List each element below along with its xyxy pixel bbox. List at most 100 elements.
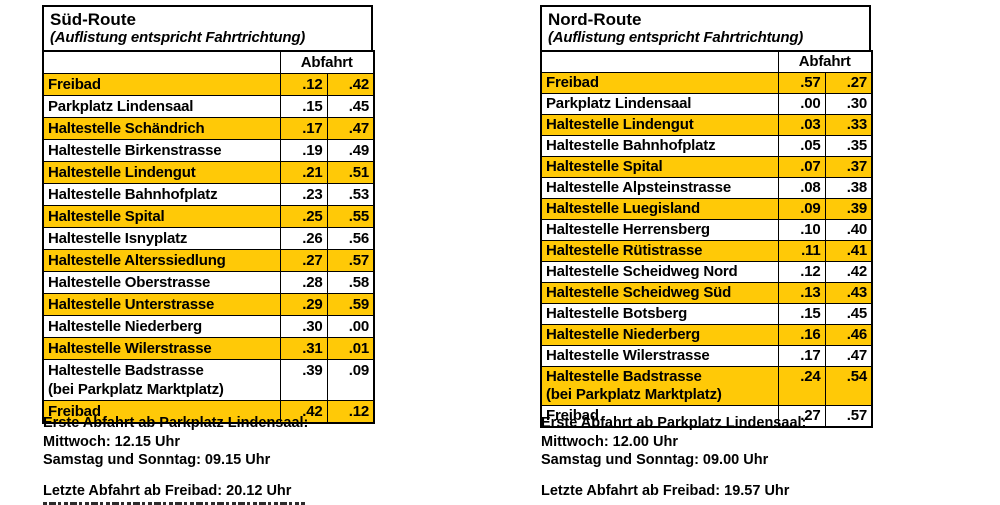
time-cell-1: .07 <box>777 156 826 178</box>
stop-name-cell: Freibad <box>42 400 281 424</box>
stop-name-cell: Haltestelle Scheidweg Süd <box>540 282 779 304</box>
stop-name-cell: Freibad <box>540 405 779 428</box>
time-cell-2: .49 <box>326 139 375 162</box>
stop-name-cell: Freibad <box>540 72 779 94</box>
route-subtitle: (Auflistung entspricht Fahrtrichtung) <box>50 29 306 46</box>
time-cell-1: .00 <box>777 93 826 115</box>
stop-name-cell: Haltestelle Alpsteinstrasse <box>540 177 779 199</box>
table-row: Freibad .42 .12 <box>42 400 375 424</box>
route-title: Nord-Route <box>548 10 642 29</box>
time-cell-2: .35 <box>824 135 873 157</box>
table-row: Freibad .57 .27 <box>540 72 873 94</box>
time-cell-1: .13 <box>777 282 826 304</box>
time-cell-2: .58 <box>326 271 375 294</box>
time-cell-2: .47 <box>824 345 873 367</box>
table-row: Haltestelle Herrensberg .10 .40 <box>540 219 873 241</box>
weekend-note: Samstag und Sonntag: 09.15 Uhr <box>43 452 271 468</box>
stop-name-cell: Haltestelle Alterssiedlung <box>42 249 281 272</box>
time-cell-2: .46 <box>824 324 873 346</box>
stop-name-cell: Haltestelle Oberstrasse <box>42 271 281 294</box>
time-cell-2: .51 <box>326 161 375 184</box>
time-cell-1: .25 <box>279 205 328 228</box>
table-row: Haltestelle Bahnhofplatz .05 .35 <box>540 135 873 157</box>
time-cell-2: .57 <box>326 249 375 272</box>
stop-name-cell: Haltestelle Isnyplatz <box>42 227 281 250</box>
time-cell-2: .55 <box>326 205 375 228</box>
stop-name-cell: Haltestelle Spital <box>540 156 779 178</box>
stop-name-cell: Haltestelle Herrensberg <box>540 219 779 241</box>
time-cell-1: .27 <box>279 249 328 272</box>
time-cell-1: .08 <box>777 177 826 199</box>
table-row: Haltestelle Alpsteinstrasse .08 .38 <box>540 177 873 199</box>
time-cell-2: .38 <box>824 177 873 199</box>
table-row: Haltestelle Lindengut .21 .51 <box>42 161 375 184</box>
time-cell-2: .56 <box>326 227 375 250</box>
table-row: Haltestelle Oberstrasse .28 .58 <box>42 271 375 294</box>
time-cell-2: .42 <box>824 261 873 283</box>
time-cell-2: .47 <box>326 117 375 140</box>
time-cell-1: .12 <box>279 73 328 96</box>
nord-route-timetable: Nord-Route (Auflistung entspricht Fahrtr… <box>540 5 873 499</box>
time-cell-1: .11 <box>777 240 826 262</box>
last-departure-note: Letzte Abfahrt ab Freibad: 20.12 Uhr <box>43 482 292 499</box>
table-row: Haltestelle Luegisland .09 .39 <box>540 198 873 220</box>
table-row: Haltestelle Lindengut .03 .33 <box>540 114 873 136</box>
stop-name-cell: Haltestelle Scheidweg Nord <box>540 261 779 283</box>
table-row: Haltestelle Scheidweg Nord .12 .42 <box>540 261 873 283</box>
time-cell-2: .00 <box>326 315 375 338</box>
time-cell-1: .39 <box>279 359 328 401</box>
wednesday-note: Mittwoch: 12.15 Uhr <box>43 433 180 450</box>
time-cell-1: .12 <box>777 261 826 283</box>
time-cell-1: .17 <box>777 345 826 367</box>
table-row: Haltestelle Botsberg .15 .45 <box>540 303 873 325</box>
departure-header-row: Abfahrt <box>42 50 375 74</box>
wednesday-note: Mittwoch: 12.00 Uhr <box>541 433 678 450</box>
departure-header: Abfahrt <box>279 50 375 74</box>
header-spacer-cell <box>540 50 779 73</box>
table-row: Haltestelle Scheidweg Süd .13 .43 <box>540 282 873 304</box>
stop-name-cell: Haltestelle Niederberg <box>540 324 779 346</box>
time-cell-2: .45 <box>326 95 375 118</box>
stop-name-cell: Haltestelle Niederberg <box>42 315 281 338</box>
time-cell-1: .26 <box>279 227 328 250</box>
departure-header: Abfahrt <box>777 50 873 73</box>
time-cell-1: .29 <box>279 293 328 316</box>
table-row: Haltestelle Rütistrasse .11 .41 <box>540 240 873 262</box>
time-cell-1: .03 <box>777 114 826 136</box>
stop-name-cell: Haltestelle Luegisland <box>540 198 779 220</box>
time-cell-1: .24 <box>777 366 826 406</box>
time-cell-1: .16 <box>777 324 826 346</box>
time-cell-1: .17 <box>279 117 328 140</box>
time-cell-2: .54 <box>824 366 873 406</box>
table-row: Haltestelle Niederberg .30 .00 <box>42 315 375 338</box>
table-row: Haltestelle Unterstrasse .29 .59 <box>42 293 375 316</box>
route-subtitle: (Auflistung entspricht Fahrtrichtung) <box>548 29 804 46</box>
time-cell-1: .09 <box>777 198 826 220</box>
table-row: Haltestelle Spital .25 .55 <box>42 205 375 228</box>
time-cell-2: .30 <box>824 93 873 115</box>
table-row: Haltestelle Bahnhofplatz .23 .53 <box>42 183 375 206</box>
table-row: Haltestelle Badstrasse (bei Parkplatz Ma… <box>540 366 873 406</box>
sued-route-timetable: Süd-Route (Auflistung entspricht Fahrtri… <box>42 5 375 505</box>
nord-route-notes: Erste Abfahrt ab Parkplatz Lindensaal: M… <box>541 414 871 500</box>
time-cell-2: .27 <box>824 72 873 94</box>
time-cell-1: .57 <box>777 72 826 94</box>
table-row: Haltestelle Birkenstrasse .19 .49 <box>42 139 375 162</box>
time-cell-2: .53 <box>326 183 375 206</box>
weekend-note: Samstag und Sonntag: 09.00 Uhr <box>541 452 769 468</box>
time-cell-2: .01 <box>326 337 375 360</box>
last-departure-note: Letzte Abfahrt ab Freibad: 19.57 Uhr <box>541 482 790 499</box>
stop-name-cell: Haltestelle Lindengut <box>540 114 779 136</box>
route-title: Süd-Route <box>50 10 136 29</box>
time-cell-1: .23 <box>279 183 328 206</box>
table-row: Haltestelle Alterssiedlung .27 .57 <box>42 249 375 272</box>
nord-route-title-box: Nord-Route (Auflistung entspricht Fahrtr… <box>540 5 871 50</box>
departure-header-row: Abfahrt <box>540 50 873 73</box>
nord-route-table: Abfahrt Freibad .57 .27 Parkplatz Linden… <box>540 50 873 428</box>
time-cell-2: .57 <box>824 405 873 428</box>
header-spacer-cell <box>42 50 281 74</box>
stop-name-cell: Parkplatz Lindensaal <box>540 93 779 115</box>
table-row: Parkplatz Lindensaal .15 .45 <box>42 95 375 118</box>
stop-name-cell: Haltestelle Spital <box>42 205 281 228</box>
time-cell-1: .15 <box>777 303 826 325</box>
